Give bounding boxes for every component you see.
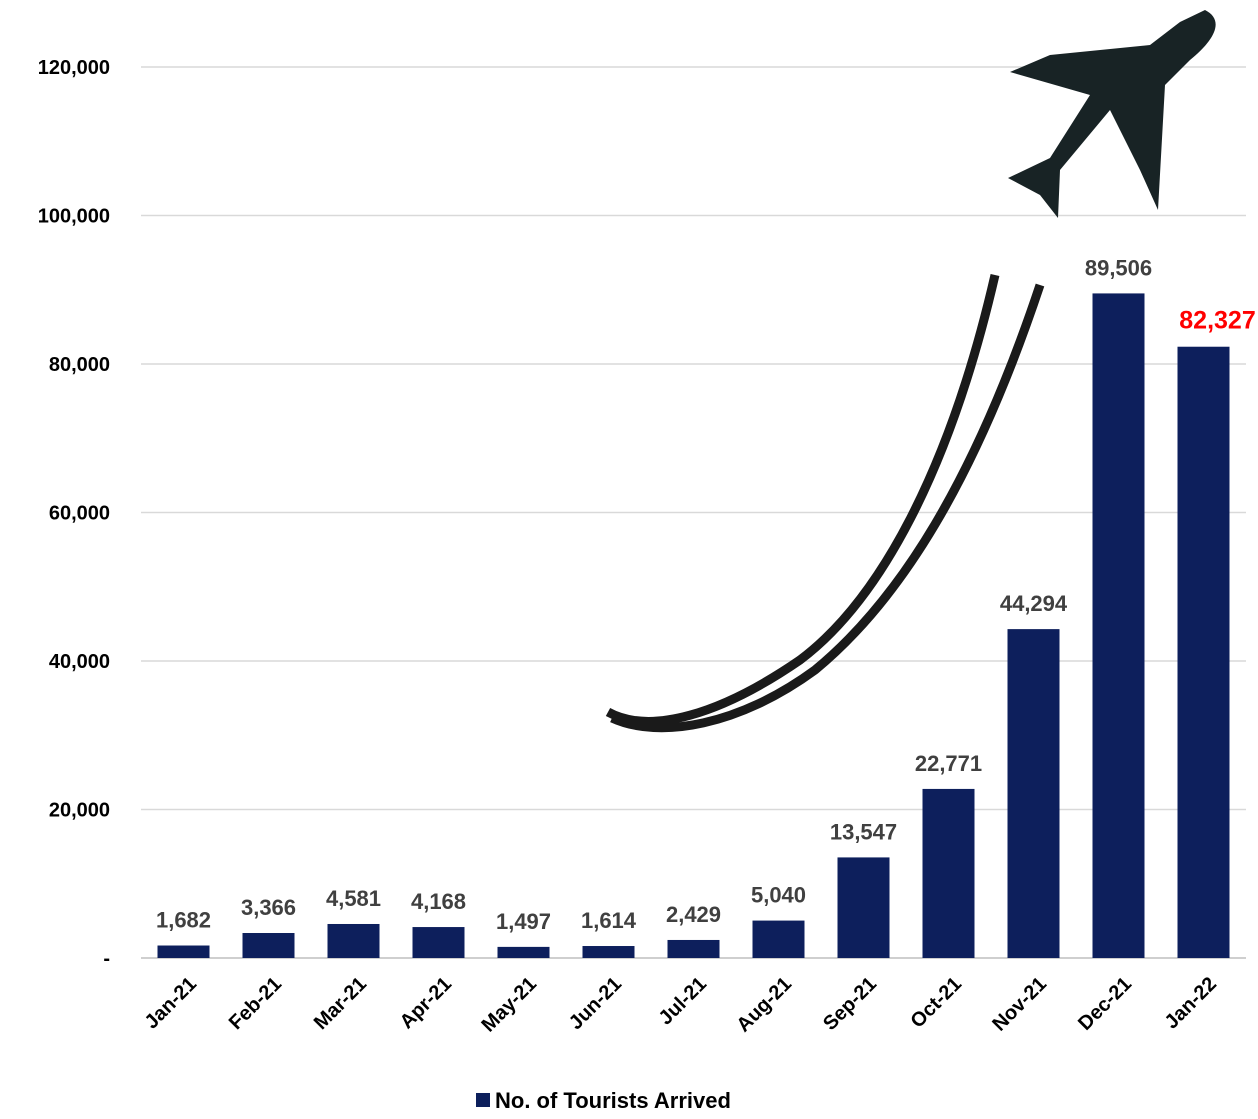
x-tick-label: Jul-21 — [655, 973, 711, 1029]
y-tick-label: - — [103, 948, 110, 970]
bar — [497, 946, 550, 958]
legend-label: No. of Tourists Arrived — [495, 1088, 731, 1113]
x-tick-label: Jan-22 — [1161, 973, 1221, 1033]
y-tick-label: 120,000 — [38, 57, 110, 79]
bar — [922, 788, 975, 958]
contrail — [610, 283, 1045, 733]
data-label: 89,506 — [1085, 255, 1152, 280]
bar — [1007, 629, 1060, 958]
y-tick-label: 20,000 — [49, 800, 110, 822]
data-label: 44,294 — [1000, 591, 1068, 616]
x-tick-label: Oct-21 — [906, 973, 966, 1033]
x-tick-label: Apr-21 — [396, 973, 456, 1033]
y-tick-label: 60,000 — [49, 503, 110, 525]
data-label: 5,040 — [751, 883, 806, 908]
data-label: 2,429 — [666, 902, 721, 927]
x-tick-label: Jun-21 — [565, 973, 626, 1034]
x-tick-label: Mar-21 — [310, 973, 371, 1034]
x-tick-label: Aug-21 — [733, 973, 796, 1036]
x-tick-label: Jan-21 — [141, 973, 201, 1033]
data-label: 3,366 — [241, 895, 296, 920]
y-tick-label: 100,000 — [38, 206, 110, 228]
data-label: 4,581 — [326, 886, 381, 911]
bar — [242, 933, 295, 958]
bar — [1177, 346, 1230, 958]
x-tick-label: Nov-21 — [988, 973, 1051, 1036]
decoration — [605, 10, 1216, 733]
data-label: 22,771 — [915, 751, 982, 776]
x-tick-label: Feb-21 — [225, 973, 286, 1034]
bar — [412, 927, 465, 958]
data-label: 13,547 — [830, 819, 897, 844]
plot-area: - 20,000 40,000 60,000 80,000 100,000 120,000 J… — [38, 57, 1256, 1113]
bar — [157, 945, 210, 958]
legend-swatch — [476, 1093, 490, 1107]
y-tick-label: 40,000 — [49, 651, 110, 673]
y-tick-label: 80,000 — [49, 354, 110, 376]
data-label: 82,327 — [1179, 307, 1255, 335]
bar — [582, 946, 635, 958]
contrail — [605, 273, 1000, 726]
bar — [667, 939, 720, 958]
x-tick-label: Sep-21 — [819, 973, 881, 1035]
x-tick-label: May-21 — [478, 973, 542, 1037]
bar — [837, 857, 890, 958]
data-label: 1,497 — [496, 909, 551, 934]
x-tick-label: Dec-21 — [1074, 973, 1136, 1035]
airplane-icon — [1008, 10, 1216, 218]
bar — [327, 923, 380, 958]
data-label: 1,682 — [156, 908, 211, 933]
bar — [752, 920, 805, 958]
data-label: 4,168 — [411, 889, 466, 914]
data-label: 1,614 — [581, 908, 637, 933]
bar — [1092, 293, 1145, 958]
